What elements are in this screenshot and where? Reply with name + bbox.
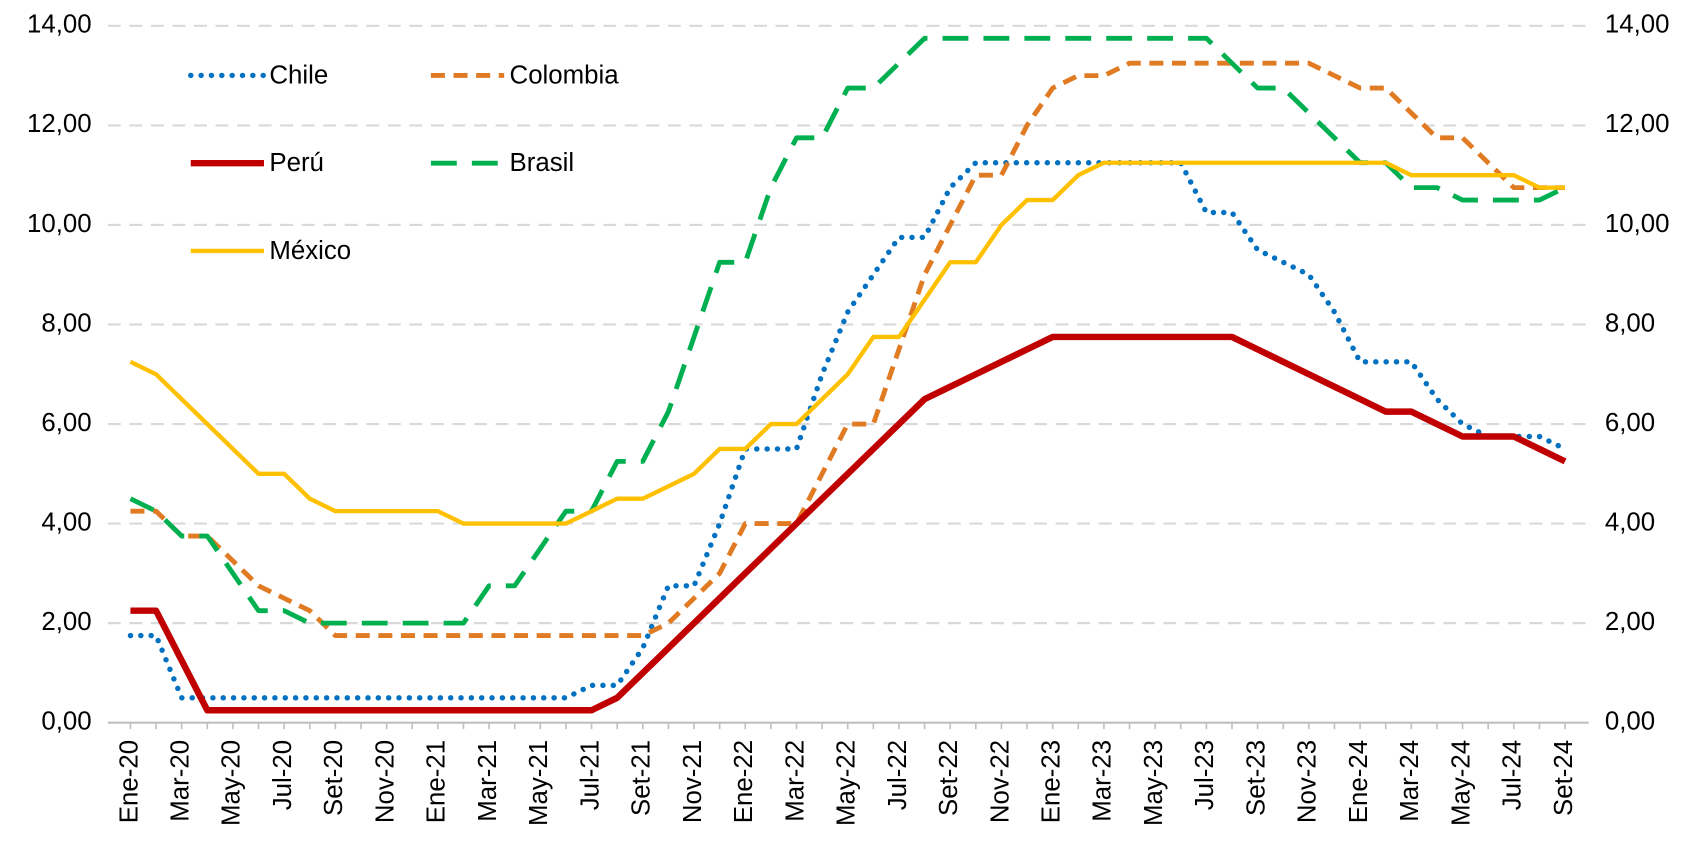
x-tick-label: Ene-23: [1038, 740, 1066, 823]
x-tick-label: May-21: [525, 740, 553, 826]
x-tick-label: Mar-20: [166, 740, 194, 822]
legend-label: México: [269, 237, 351, 265]
legend-label: Perú: [269, 149, 324, 177]
series-line: [127, 160, 1568, 701]
legend-label: Colombia: [510, 61, 620, 89]
series-line: [129, 160, 1566, 526]
y2-tick-label: 4,00: [1605, 508, 1655, 536]
x-tick-label: Set-23: [1242, 740, 1270, 816]
y2-tick-label: 14,00: [1605, 11, 1670, 39]
x-tick-label: Nov-21: [679, 740, 707, 823]
x-tick-label: Nov-20: [371, 740, 399, 823]
y-tick-label: 6,00: [41, 409, 91, 437]
x-tick-label: Jul-24: [1499, 740, 1527, 810]
series-line: [130, 333, 1567, 714]
legend-label: Chile: [269, 61, 328, 89]
series-line: [129, 35, 1567, 626]
x-tick-label: May-23: [1140, 740, 1168, 826]
y2-tick-label: 10,00: [1605, 210, 1670, 238]
y2-tick-label: 2,00: [1605, 608, 1655, 636]
y-tick-label: 10,00: [27, 210, 92, 238]
x-tick-label: Mar-24: [1396, 740, 1424, 822]
y-tick-label: 0,00: [41, 708, 91, 736]
x-tick-label: Ene-22: [730, 740, 758, 823]
x-tick-label: Mar-22: [781, 740, 809, 822]
y-tick-label: 12,00: [27, 110, 92, 138]
x-tick-label: Set-22: [935, 740, 963, 816]
x-tick-label: Jul-22: [884, 740, 912, 810]
x-tick-label: Jul-21: [576, 740, 604, 810]
x-tick-label: Ene-20: [115, 740, 143, 823]
x-tick-label: May-22: [833, 740, 861, 826]
y2-tick-label: 12,00: [1605, 110, 1670, 138]
x-tick-label: Nov-23: [1294, 740, 1322, 823]
y2-tick-label: 0,00: [1605, 708, 1655, 736]
y2-tick-label: 8,00: [1605, 309, 1655, 337]
legend-label: Brasil: [510, 149, 575, 177]
series-line: [130, 60, 1566, 639]
x-tick-label: Ene-21: [423, 740, 451, 823]
y-tick-label: 8,00: [41, 309, 91, 337]
x-tick-label: Mar-21: [474, 740, 502, 822]
x-tick-label: Mar-23: [1089, 740, 1117, 822]
y-tick-label: 2,00: [41, 608, 91, 636]
x-tick-label: Set-21: [628, 740, 656, 816]
x-tick-label: Set-20: [320, 740, 348, 816]
x-tick-label: Ene-24: [1345, 740, 1373, 823]
y-tick-label: 4,00: [41, 508, 91, 536]
x-tick-label: May-24: [1447, 740, 1475, 826]
x-tick-label: Nov-22: [986, 740, 1014, 823]
x-tick-label: Set-24: [1550, 740, 1578, 816]
y2-tick-label: 6,00: [1605, 409, 1655, 437]
y-tick-label: 14,00: [27, 11, 92, 39]
x-tick-label: May-20: [218, 740, 246, 826]
x-tick-label: Jul-20: [269, 740, 297, 810]
x-tick-label: Jul-23: [1191, 740, 1219, 810]
